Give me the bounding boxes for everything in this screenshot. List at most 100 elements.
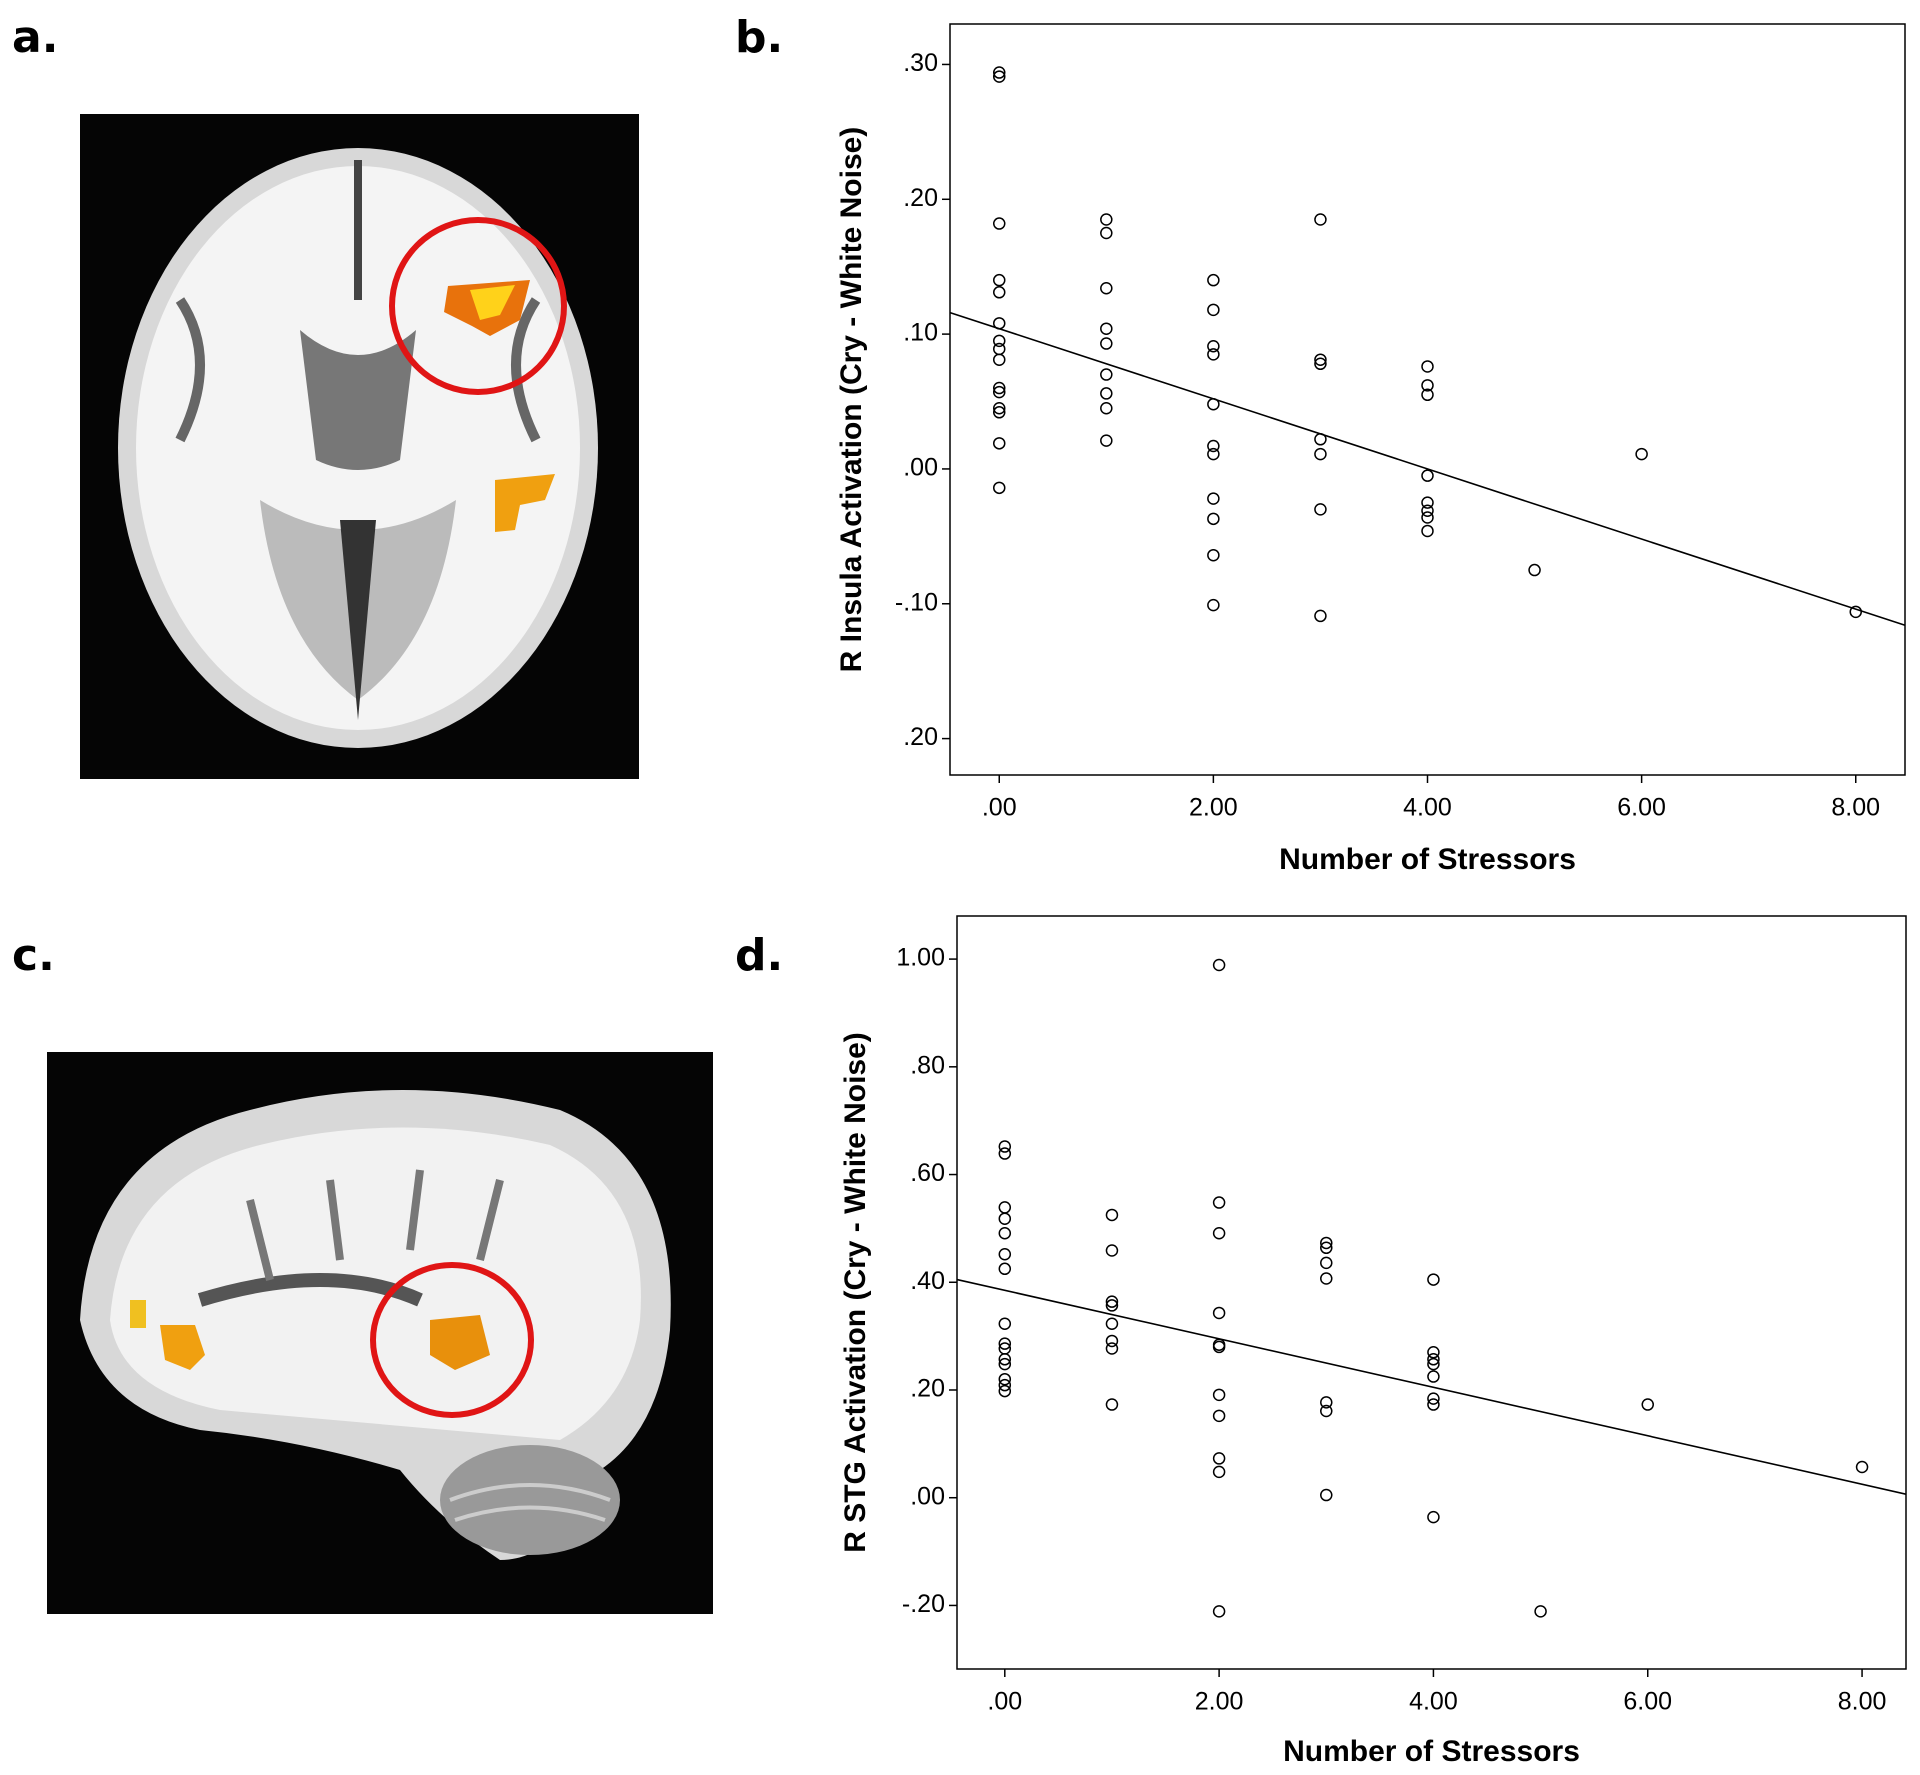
data-point — [1320, 1241, 1333, 1255]
data-point — [1320, 1396, 1333, 1409]
data-point — [1212, 1409, 1226, 1423]
data-point — [1105, 1208, 1119, 1222]
panel-label: a. — [12, 12, 58, 63]
data-point — [1100, 226, 1113, 240]
y-tick-label: .00 — [903, 454, 938, 482]
plot-frame — [956, 915, 1907, 1670]
data-point — [1320, 1256, 1333, 1270]
data-point — [1427, 1353, 1440, 1366]
data-point — [992, 353, 1006, 366]
fit-line — [949, 311, 1906, 627]
y-tick-label: .80 — [910, 1051, 945, 1079]
y-tick-label: .10 — [903, 319, 938, 347]
data-point — [1320, 1404, 1333, 1418]
data-point — [998, 1147, 1012, 1160]
data-point — [1212, 1465, 1226, 1479]
data-point — [992, 217, 1006, 230]
data-point — [1427, 1398, 1440, 1411]
data-point — [992, 406, 1006, 419]
data-point — [1320, 1272, 1333, 1285]
y-tick-label: .60 — [910, 1159, 945, 1187]
brain-axial-image — [80, 114, 639, 779]
data-point — [998, 1353, 1012, 1366]
data-point — [998, 1227, 1012, 1240]
data-point — [998, 1357, 1012, 1371]
data-point — [1100, 387, 1113, 400]
y-tick-label: -.10 — [895, 588, 938, 616]
data-point — [1100, 282, 1113, 295]
data-point — [1105, 1295, 1119, 1308]
data-point — [1100, 402, 1113, 415]
data-point — [998, 1372, 1012, 1386]
data-point — [1207, 439, 1220, 453]
data-point — [992, 66, 1006, 79]
data-point — [1212, 1452, 1226, 1465]
data-point — [1100, 434, 1113, 447]
y-tick-label: .20 — [903, 184, 938, 212]
y-axis-title: R Insula Activation (Cry - White Noise) — [835, 127, 868, 673]
data-point — [998, 1262, 1012, 1276]
data-point — [998, 1201, 1012, 1214]
y-tick-label: -.20 — [902, 1590, 945, 1618]
data-point — [998, 1248, 1012, 1261]
x-tick-label: 6.00 — [1617, 794, 1666, 822]
data-point — [1314, 433, 1327, 446]
data-point — [1427, 1273, 1440, 1286]
data-point — [1421, 360, 1434, 373]
data-point — [1212, 1306, 1226, 1320]
y-tick-label: .20 — [903, 723, 938, 751]
data-point — [992, 385, 1006, 399]
data-point — [1314, 609, 1327, 623]
data-point — [1100, 337, 1113, 350]
data-point — [992, 286, 1006, 299]
panel-label: d. — [735, 930, 783, 981]
y-tick-label: .40 — [910, 1267, 945, 1295]
brain-sagittal-image — [47, 1052, 713, 1614]
data-point — [1314, 353, 1327, 366]
data-point — [1207, 273, 1220, 287]
data-point — [1427, 1510, 1440, 1524]
data-point — [1320, 1236, 1333, 1250]
data-point — [992, 437, 1006, 450]
data-point — [992, 481, 1006, 495]
data-point — [1105, 1342, 1119, 1355]
data-point — [1421, 504, 1434, 517]
x-tick-label: 2.00 — [1195, 1688, 1244, 1716]
x-tick-label: 6.00 — [1623, 1688, 1672, 1716]
data-point — [1207, 339, 1220, 353]
y-tick-label: .20 — [910, 1375, 945, 1403]
data-point — [992, 273, 1006, 287]
x-tick-label: 4.00 — [1409, 1688, 1458, 1716]
data-point — [1207, 303, 1220, 317]
data-point — [1421, 511, 1434, 524]
data-point — [1207, 512, 1220, 526]
data-point — [1314, 213, 1327, 226]
data-point — [1207, 492, 1220, 505]
data-point — [1421, 469, 1434, 482]
data-point — [1421, 379, 1434, 392]
y-tick-label: .30 — [903, 49, 938, 77]
data-point — [1314, 357, 1327, 371]
x-tick-label: 2.00 — [1189, 794, 1238, 822]
data-point — [1212, 1196, 1226, 1209]
data-point — [1534, 1605, 1547, 1618]
panel-label: b. — [735, 12, 783, 63]
data-point — [1105, 1398, 1119, 1411]
plot-frame — [949, 23, 1906, 776]
data-point — [992, 402, 1006, 415]
x-tick-label: 8.00 — [1831, 794, 1880, 822]
x-tick-label: 8.00 — [1838, 1688, 1887, 1716]
data-point — [998, 1140, 1012, 1153]
x-tick-label: .00 — [982, 794, 1017, 822]
data-point — [1427, 1346, 1440, 1359]
y-tick-label: .00 — [910, 1482, 945, 1510]
data-point — [1207, 598, 1220, 612]
data-point — [1105, 1334, 1119, 1348]
data-point — [1421, 388, 1434, 402]
data-point — [1207, 348, 1220, 361]
data-point — [1528, 563, 1541, 577]
x-axis-title: Number of Stressors — [1283, 1735, 1580, 1768]
data-point — [1105, 1299, 1119, 1312]
data-point — [998, 1337, 1012, 1350]
